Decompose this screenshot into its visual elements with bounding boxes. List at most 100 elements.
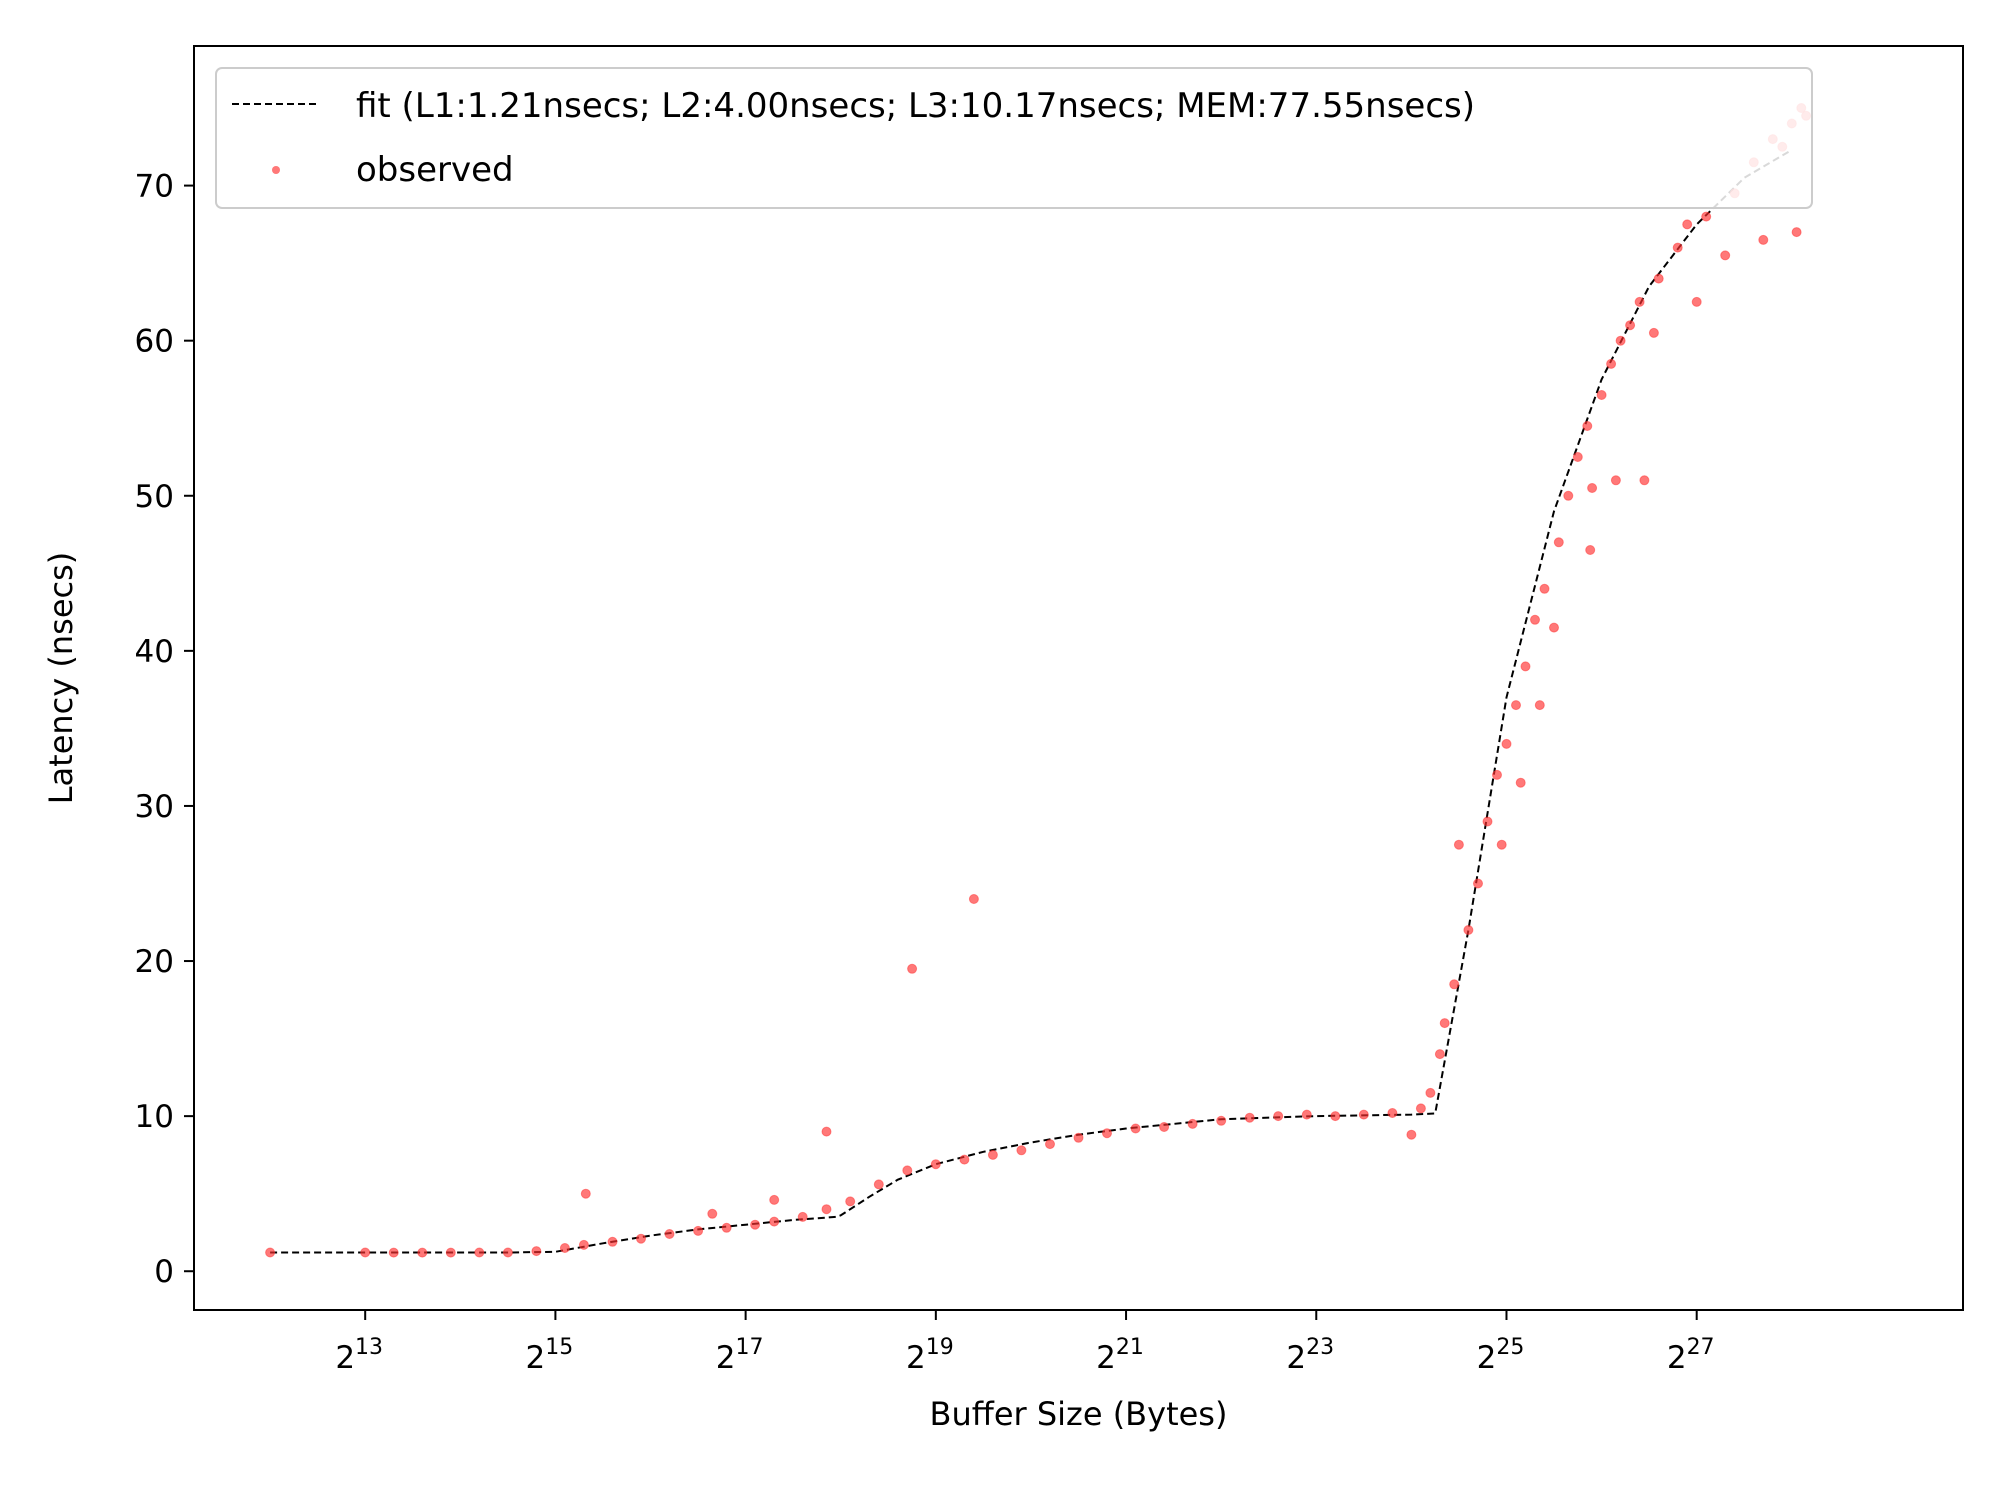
observed-point [1387,1108,1398,1118]
x-tick-label: 213 [335,1335,383,1376]
fit-curve-layer [270,149,1793,1254]
observed-point [707,1208,718,1219]
observed-point [1672,242,1683,253]
fit-line [270,149,1793,1254]
observed-point [1515,777,1526,788]
observed-point [1130,1123,1141,1134]
observed-point [821,1204,832,1215]
observed-point [968,894,979,904]
y-tick-label: 0 [154,1254,174,1290]
observed-point [1073,1132,1084,1143]
observed-point [902,1165,913,1176]
observed-point [578,1239,589,1250]
observed-point [1330,1111,1341,1122]
plot-area-frame [193,45,1964,1311]
observed-point [769,1216,780,1227]
y-axis: 0 10 20 30 40 50 60 70 [135,169,194,1290]
observed-point [607,1236,618,1247]
observed-point [907,963,918,974]
observed-point [1682,219,1693,230]
observed-point [1501,738,1512,749]
observed-point [845,1196,856,1207]
observed-point [1358,1109,1369,1120]
observed-point [417,1247,428,1258]
observed-point [1453,839,1464,850]
observed-point [1439,1018,1450,1029]
observed-point [693,1225,704,1236]
observed-point [1639,475,1650,486]
observed-point [360,1247,371,1258]
observed-point [1273,1111,1284,1122]
observed-point [987,1149,998,1160]
observed-point [1045,1139,1055,1150]
observed-point [1492,769,1502,780]
y-tick-label: 70 [135,169,174,205]
observed-point [1301,1109,1312,1120]
x-tick-label: 225 [1477,1335,1525,1376]
x-tick-label: 223 [1286,1335,1334,1376]
observed-point [1534,700,1545,711]
observed-point [769,1194,780,1205]
observed-point [1572,452,1583,462]
observed-point [750,1219,761,1230]
observed-point [1482,816,1493,827]
y-tick-label: 60 [135,324,174,360]
y-tick-label: 30 [135,789,174,825]
observed-point [1102,1128,1112,1139]
observed-point [1463,925,1474,935]
y-axis-label: Latency (nsecs) [42,552,80,805]
observed-point [580,1188,591,1199]
observed-point [1563,490,1574,501]
observed-point [531,1246,542,1257]
observed-point [1244,1112,1255,1123]
observed-point [1415,1103,1426,1114]
x-tick-label: 221 [1096,1335,1144,1376]
observed-point [388,1247,399,1258]
observed-point [1653,273,1664,284]
observed-point [559,1243,570,1253]
observed-point [474,1247,485,1258]
x-tick-label: 227 [1667,1335,1715,1376]
observed-point [1634,296,1645,307]
observed-point [821,1126,832,1137]
observed-point [959,1154,970,1165]
observed-point [1187,1118,1198,1129]
legend-box [215,67,1813,209]
observed-point [1496,839,1507,850]
x-axis-label: Buffer Size (Bytes) [930,1395,1228,1433]
observed-point [1582,421,1593,431]
observed-point [1610,475,1621,486]
observed-point [1587,483,1598,493]
observed-point [1615,335,1626,346]
observed-point [1720,250,1731,261]
observed-point [1520,661,1531,672]
observed-point [1449,979,1460,990]
observed-point [265,1247,276,1258]
observed-point [1539,583,1550,594]
observed-point [1758,234,1769,245]
observed-point [1549,622,1559,633]
observed-point [445,1247,456,1258]
observed-point [1791,227,1802,238]
legend-fit-label: fit (L1:1.21nsecs; L2:4.00nsecs; L3:10.1… [356,86,1475,126]
observed-point [1159,1122,1170,1132]
x-axis: 213 215 217 219 221 223 225 227 [335,1310,1715,1376]
observed-point [1596,390,1607,400]
observed-point [664,1229,675,1239]
observed-point [1473,878,1483,889]
y-tick-label: 50 [135,479,174,515]
observed-point [1701,211,1712,222]
legend: fit (L1:1.21nsecs; L2:4.00nsecs; L3:10.1… [215,67,1813,209]
observed-point [1625,320,1636,331]
observed-point [1648,327,1659,338]
x-tick-label: 215 [526,1335,574,1376]
observed-point [721,1222,732,1233]
observed-point [1585,545,1596,555]
observed-point [1016,1145,1027,1156]
x-tick-label: 217 [716,1335,764,1376]
observed-point [502,1247,513,1258]
observed-point [1406,1129,1417,1140]
observed-point [1434,1049,1445,1060]
y-tick-label: 20 [135,944,174,980]
